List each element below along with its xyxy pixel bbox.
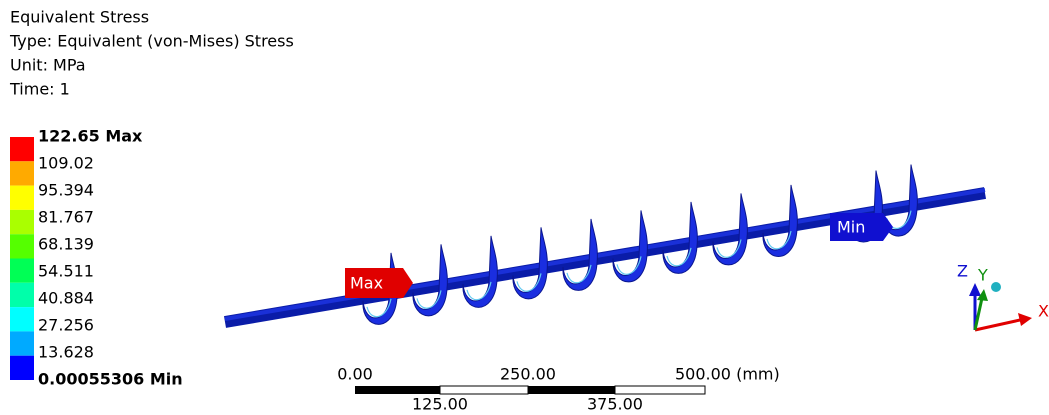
legend-swatch	[10, 259, 34, 283]
scale-segment	[528, 386, 615, 394]
probe-label: Min	[837, 218, 865, 237]
triad-label: Z	[957, 262, 968, 281]
flight	[413, 244, 447, 315]
scale-bar: 0.00 250.00 500.00 (mm) 125.00 375.00	[337, 365, 780, 414]
min-probe: Min	[830, 213, 893, 241]
legend-swatch	[10, 161, 34, 185]
legend-label: 95.394	[38, 181, 94, 200]
legend-label: 122.65 Max	[38, 127, 143, 146]
scale-label: 375.00	[587, 395, 643, 414]
legend-swatch	[10, 210, 34, 234]
scale-segment	[440, 386, 528, 394]
scale-label: 0.00	[337, 365, 373, 384]
model	[225, 165, 985, 325]
max-probe: Max	[345, 268, 413, 298]
probe-label: Max	[350, 274, 383, 293]
legend-label: 27.256	[38, 316, 94, 335]
arrow-head	[969, 283, 981, 296]
viewport: Equivalent Stress Type: Equivalent (von-…	[0, 0, 1049, 415]
legend-swatch	[10, 186, 34, 210]
flight	[713, 193, 747, 265]
shaft-highlight	[225, 190, 985, 319]
shaft	[225, 193, 985, 322]
view-ball	[991, 282, 1001, 292]
legend-swatch	[10, 331, 34, 355]
scale-segment	[615, 386, 705, 394]
scale-label: 250.00	[500, 365, 556, 384]
header-title: Equivalent Stress	[10, 8, 149, 27]
legend-label: 68.139	[38, 235, 94, 254]
flight	[663, 202, 697, 274]
legend-swatch	[10, 356, 34, 380]
scale-label: 125.00	[412, 395, 468, 414]
legend-swatch	[10, 234, 34, 258]
flight	[613, 210, 647, 282]
x-axis-arrow	[975, 320, 1020, 330]
legend-swatch	[10, 283, 34, 307]
flight	[563, 219, 597, 291]
legend-label: 81.767	[38, 208, 94, 227]
arrow-head	[1018, 313, 1032, 326]
flight	[463, 236, 497, 307]
flight	[513, 227, 547, 299]
triad-label: X	[1038, 302, 1049, 321]
legend-label: 40.884	[38, 289, 94, 308]
header-time: Time: 1	[9, 80, 70, 99]
legend-label: 109.02	[38, 154, 94, 173]
legend-label: 0.00055306 Min	[38, 370, 183, 389]
triad: X Y Z	[957, 262, 1049, 331]
flight	[763, 185, 797, 256]
scale-label: 500.00 (mm)	[675, 365, 780, 384]
legend-label: 54.511	[38, 262, 94, 281]
legend-swatch	[10, 137, 34, 161]
triad-label: Y	[977, 266, 988, 285]
legend-label: 13.628	[38, 343, 94, 362]
scale-segment	[355, 386, 440, 394]
header-type: Type: Equivalent (von-Mises) Stress	[9, 32, 294, 51]
header-unit: Unit: MPa	[10, 56, 86, 75]
legend-swatch	[10, 307, 34, 331]
